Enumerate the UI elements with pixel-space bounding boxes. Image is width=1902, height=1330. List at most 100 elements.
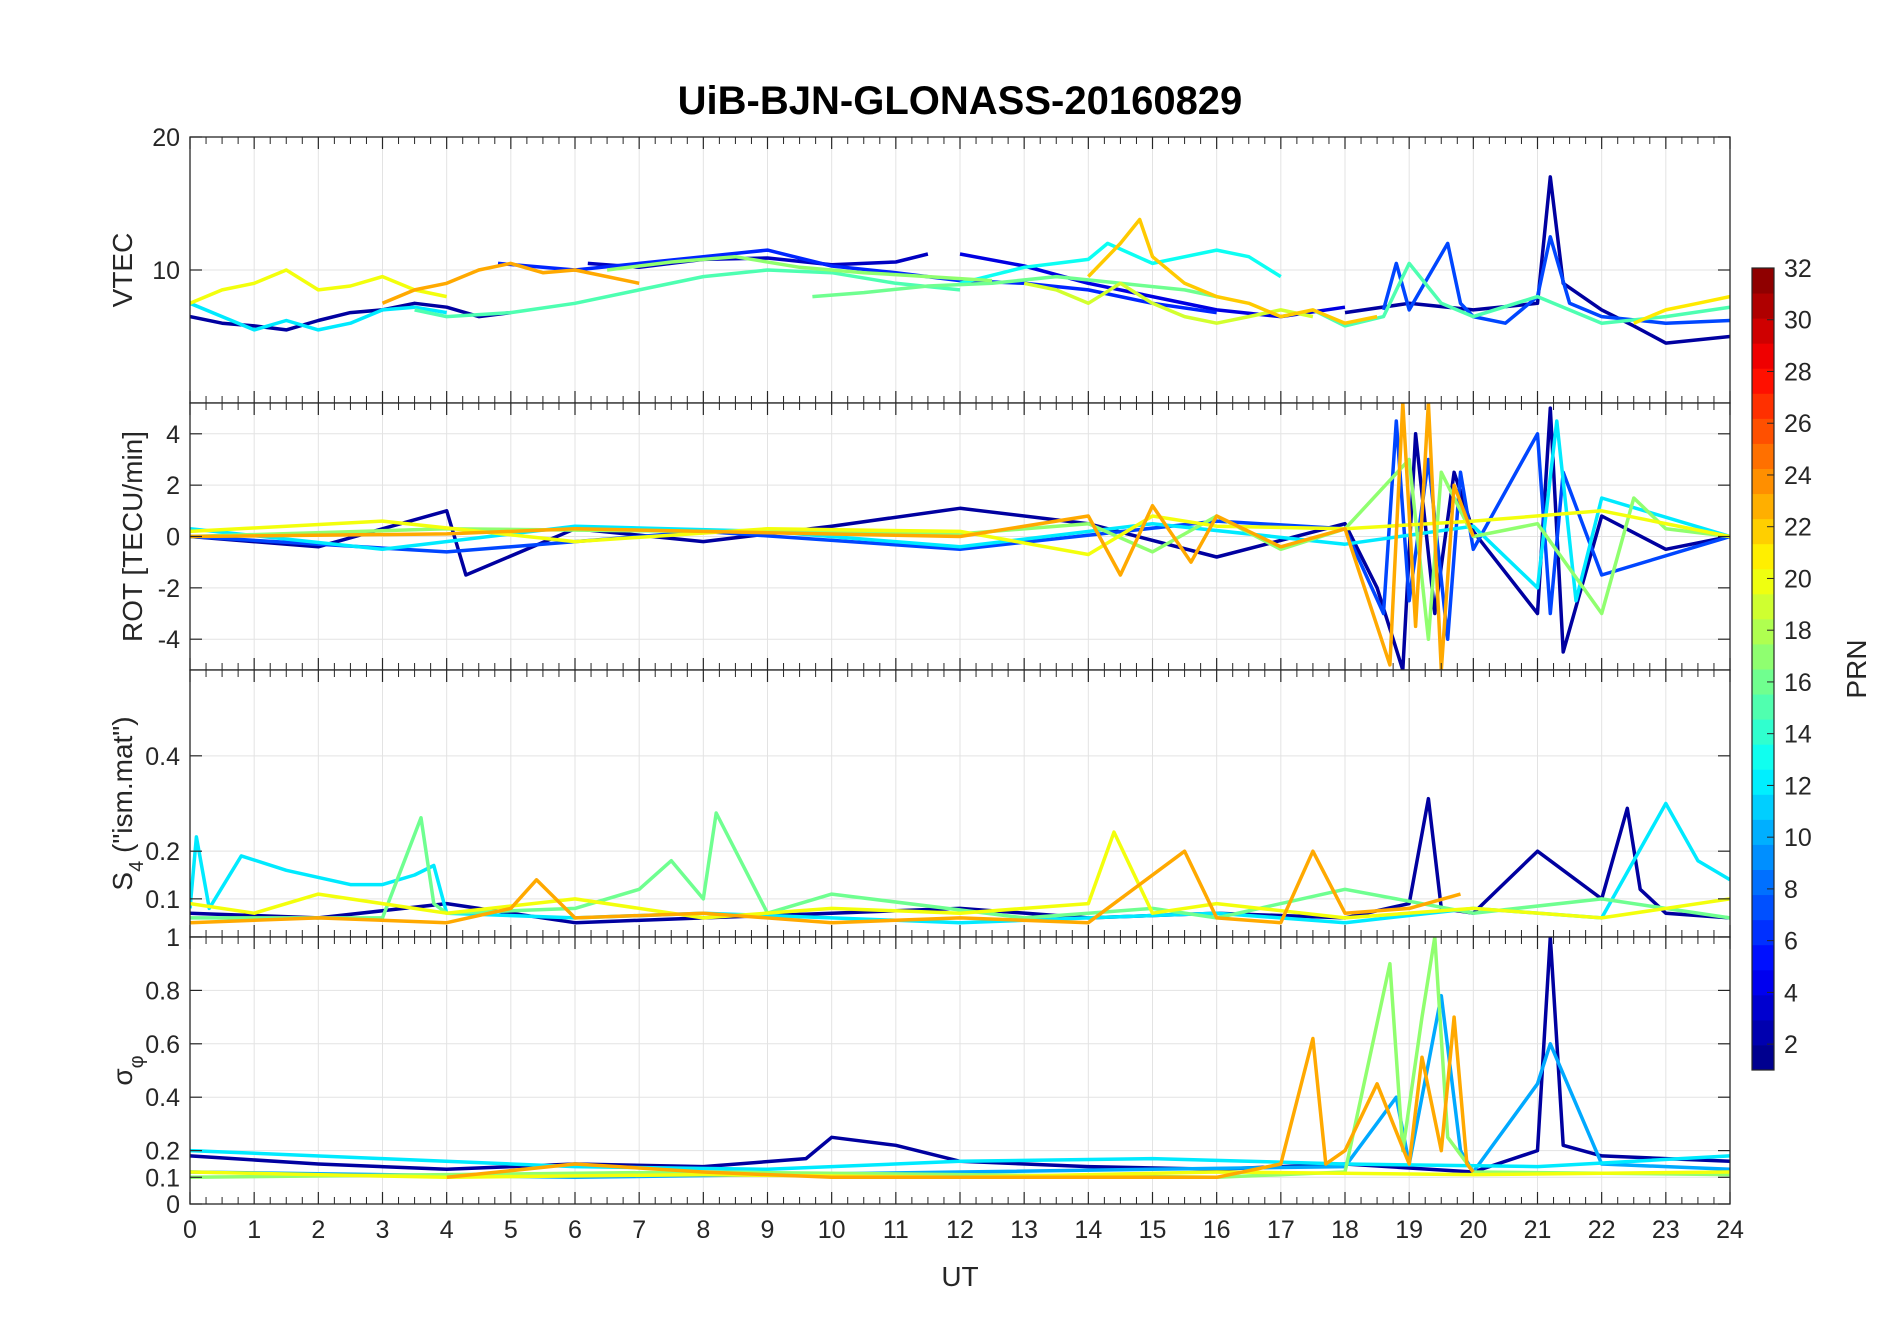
colorbar-frame bbox=[1751, 267, 1775, 1071]
series-line-prn-17 bbox=[606, 254, 993, 283]
x-tick-label: 9 bbox=[761, 1216, 775, 1244]
x-tick-label: 22 bbox=[1588, 1216, 1616, 1244]
series-line-prn-17 bbox=[190, 457, 1730, 641]
colorbar-tick-label: 30 bbox=[1784, 307, 1812, 335]
colorbar-segment bbox=[1752, 869, 1774, 896]
colorbar-tick-label: 14 bbox=[1784, 721, 1812, 749]
colorbar-segment bbox=[1752, 393, 1774, 419]
x-tick-label: 12 bbox=[946, 1216, 974, 1244]
x-tick-label: 19 bbox=[1395, 1216, 1423, 1244]
colorbar-segment bbox=[1752, 418, 1774, 444]
colorbar-segment bbox=[1752, 844, 1774, 870]
colorbar-segment bbox=[1752, 794, 1774, 820]
colorbar-segment bbox=[1752, 343, 1774, 369]
series-group bbox=[190, 403, 1730, 670]
series-line-prn-23 bbox=[446, 1015, 1475, 1180]
y-ticks: 10 20 bbox=[152, 124, 1730, 285]
series-line-prn-23 bbox=[190, 403, 1475, 670]
y-ticks: 00.10.2 0.4 0.6 0.8 1 bbox=[145, 924, 1730, 1219]
x-tick-label: 21 bbox=[1524, 1216, 1552, 1244]
colorbar-tick-label: 26 bbox=[1784, 410, 1812, 438]
series-line-prn-16 bbox=[812, 274, 1218, 299]
y-tick-label: -2 bbox=[158, 575, 180, 603]
x-tick-label: 11 bbox=[883, 1216, 909, 1244]
x-tick-label: 2 bbox=[311, 1216, 325, 1244]
colorbar-segment bbox=[1752, 669, 1774, 695]
series-line-prn-2 bbox=[1344, 175, 1730, 345]
colorbar-tick-label: 10 bbox=[1784, 824, 1812, 852]
chart-title: UiB-BJN-GLONASS-20160829 bbox=[678, 79, 1243, 123]
colorbar-segment bbox=[1752, 819, 1774, 845]
x-tick-label: 13 bbox=[1010, 1216, 1038, 1244]
colorbar-segment bbox=[1752, 368, 1774, 394]
colorbar-segment bbox=[1752, 694, 1774, 720]
colorbar-segment bbox=[1752, 543, 1774, 570]
colorbar-segment bbox=[1752, 468, 1774, 495]
colorbar-segment bbox=[1752, 744, 1774, 770]
x-tick-label: 10 bbox=[818, 1216, 846, 1244]
colorbar-segment bbox=[1752, 719, 1774, 745]
x-ticks bbox=[189, 403, 1731, 670]
colorbar-tick-label: 18 bbox=[1784, 617, 1812, 645]
series-line-prn-20 bbox=[190, 509, 1730, 557]
series-line-prn-7 bbox=[190, 419, 1730, 641]
series-line-prn-23 bbox=[190, 849, 1461, 925]
y-tick-label: 10 bbox=[152, 257, 180, 285]
colorbar-segment bbox=[1752, 293, 1774, 319]
y-ticks: 0.1 0.2 0.4 bbox=[145, 743, 1730, 914]
colorbar-segment bbox=[1752, 894, 1774, 921]
x-ticks bbox=[189, 937, 1731, 1204]
x-tick-label: 7 bbox=[632, 1216, 646, 1244]
y-tick-label: 0 bbox=[166, 1191, 180, 1219]
panel-vtec: 10 20 VTEC bbox=[107, 124, 1731, 404]
x-tick-label: 15 bbox=[1139, 1216, 1167, 1244]
x-ticks bbox=[189, 670, 1731, 937]
colorbar-segment bbox=[1752, 1044, 1774, 1071]
panel-rot: -4 -2 0 2 4 ROT [TECU/min] bbox=[117, 402, 1731, 671]
colorbar-segment bbox=[1752, 618, 1774, 645]
series-line-prn-13 bbox=[959, 241, 1282, 285]
y-tick-label: 1 bbox=[166, 924, 180, 952]
colorbar-segment bbox=[1752, 593, 1774, 620]
y-tick-label: 0.4 bbox=[145, 1084, 180, 1112]
y-tick-label: 0.2 bbox=[145, 1138, 180, 1166]
y-axis-label-sigphi: σφ bbox=[107, 1055, 148, 1085]
colorbar-tick-label: 2 bbox=[1784, 1031, 1798, 1059]
panel-s4: 0.1 0.2 0.4S4 ("ism.mat") bbox=[107, 669, 1731, 938]
colorbar-tick-label: 20 bbox=[1784, 565, 1812, 593]
series-group bbox=[190, 937, 1730, 1180]
y-ticks: -4 -2 0 2 4 bbox=[158, 421, 1730, 654]
colorbar-segment bbox=[1752, 493, 1774, 520]
colorbar-tick-label: 8 bbox=[1784, 876, 1798, 904]
series-line-prn-12 bbox=[190, 301, 447, 332]
x-tick-label: 0 bbox=[183, 1216, 197, 1244]
y-tick-label: 0.8 bbox=[145, 977, 180, 1005]
x-tick-label: 8 bbox=[696, 1216, 710, 1244]
series-line-prn-12 bbox=[190, 419, 1730, 603]
series-line-prn-16 bbox=[190, 811, 1730, 920]
x-ticks bbox=[189, 137, 1731, 403]
colorbar-segment bbox=[1752, 318, 1774, 344]
x-tick-label: 17 bbox=[1267, 1216, 1295, 1244]
y-tick-label: 0.2 bbox=[145, 838, 180, 866]
colorbar-tick-label: 4 bbox=[1784, 979, 1798, 1007]
x-tick-label: 18 bbox=[1331, 1216, 1359, 1244]
colorbar-segment bbox=[1752, 568, 1774, 595]
x-tick-label: 14 bbox=[1074, 1216, 1102, 1244]
y-tick-label: 4 bbox=[166, 421, 180, 449]
x-tick-label: 24 bbox=[1716, 1216, 1744, 1244]
series-line-prn-21 bbox=[1633, 294, 1730, 325]
series-line-prn-6 bbox=[497, 248, 1217, 315]
x-tick-label: 20 bbox=[1459, 1216, 1487, 1244]
x-tick-label: 1 bbox=[247, 1216, 261, 1244]
colorbar-segment bbox=[1752, 944, 1774, 971]
colorbar-tick-label: 22 bbox=[1784, 514, 1812, 542]
x-tick-labels: 0 1 2 3 4 5 6 7 8 9 10 11 12 13 14 15 16 17 18 19 20 21 22 23 24 bbox=[183, 1216, 1744, 1244]
colorbar-segment bbox=[1752, 643, 1774, 670]
colorbar-segment bbox=[1752, 443, 1774, 469]
series-group bbox=[190, 796, 1730, 925]
y-tick-label: 0.1 bbox=[145, 1164, 180, 1192]
